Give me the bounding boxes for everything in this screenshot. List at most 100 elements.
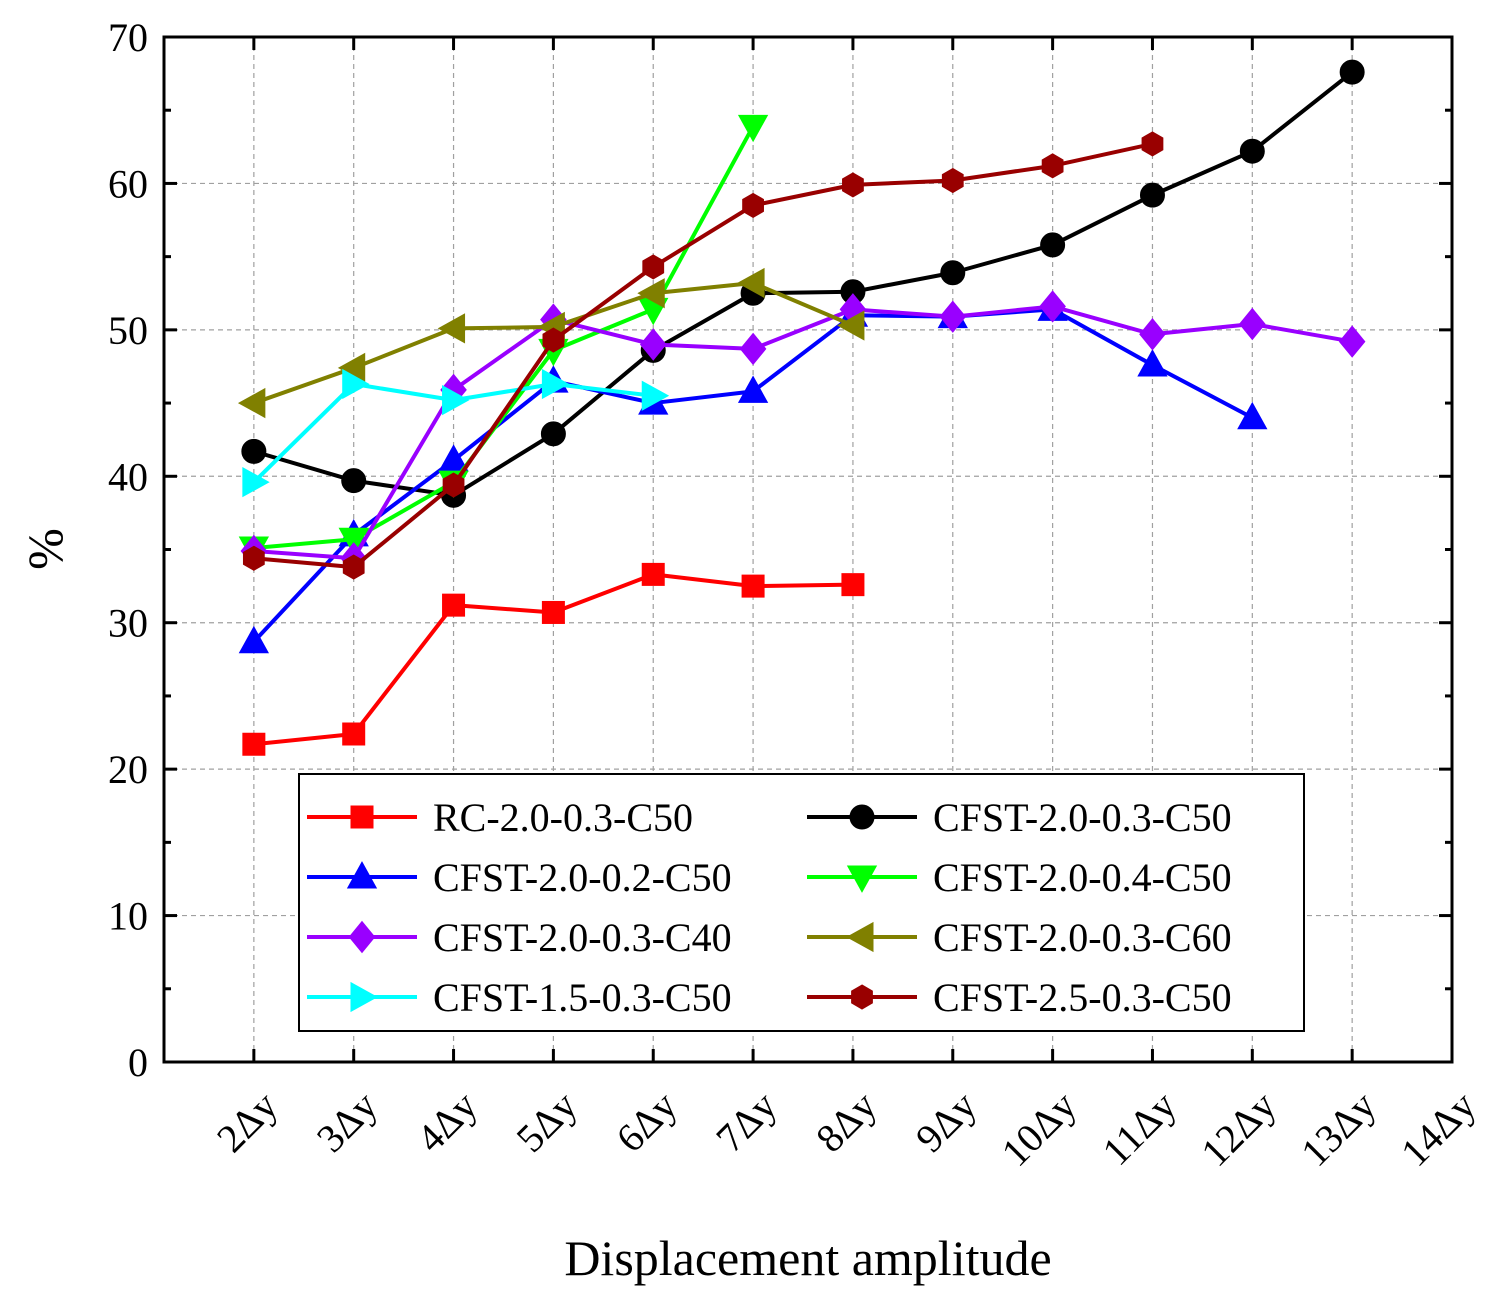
data-point <box>442 593 466 617</box>
legend-label: CFST-2.0-0.4-C50 <box>933 855 1232 900</box>
plot-series <box>237 59 1366 756</box>
data-point <box>1141 131 1164 157</box>
data-point <box>941 167 964 194</box>
data-point <box>242 545 265 571</box>
legend-item: RC-2.0-0.3-C50 <box>307 795 693 840</box>
data-point <box>350 805 374 829</box>
legend-label: CFST-2.0-0.3-C60 <box>933 915 1232 960</box>
x-tick-label: 6Δy <box>607 1083 685 1161</box>
data-point <box>851 984 873 1010</box>
legend-label: RC-2.0-0.3-C50 <box>433 795 693 840</box>
legend-label: CFST-1.5-0.3-C50 <box>433 975 732 1020</box>
data-point <box>540 421 566 447</box>
data-point <box>741 574 765 598</box>
data-point <box>639 328 667 361</box>
data-point <box>541 600 565 624</box>
data-point <box>237 387 266 419</box>
data-point <box>348 920 376 954</box>
y-tick-label: 50 <box>108 308 148 353</box>
data-point <box>541 368 570 400</box>
data-point <box>346 861 378 889</box>
data-point <box>846 865 878 893</box>
data-point <box>1139 318 1166 351</box>
data-point <box>641 562 665 586</box>
legend-label: CFST-2.5-0.3-C50 <box>933 975 1232 1020</box>
data-point <box>1039 290 1066 323</box>
data-point <box>940 260 966 286</box>
legend-item: CFST-2.0-0.3-C60 <box>807 915 1232 960</box>
x-tick-label: 12Δy <box>1192 1083 1284 1175</box>
data-point <box>338 527 369 556</box>
data-point <box>342 722 366 746</box>
data-point <box>842 172 864 198</box>
data-point <box>1040 232 1066 258</box>
data-point <box>1239 307 1266 341</box>
legend-item: CFST-2.0-0.4-C50 <box>807 855 1232 900</box>
x-tick-label: 3Δy <box>308 1083 386 1161</box>
series-CFST-2.0-0.3-C60 <box>237 267 865 419</box>
x-tick-label: 13Δy <box>1292 1083 1384 1175</box>
legend-item: CFST-2.0-0.3-C40 <box>307 915 732 960</box>
x-tick-label: 14Δy <box>1392 1083 1484 1175</box>
data-point <box>241 438 267 464</box>
data-point <box>442 384 470 416</box>
y-tick-label: 10 <box>108 894 148 939</box>
y-tick-label: 0 <box>128 1040 148 1085</box>
y-tick-label: 40 <box>108 454 148 499</box>
x-tick-label: 10Δy <box>993 1083 1085 1175</box>
data-point <box>837 310 865 341</box>
data-point <box>849 804 875 830</box>
data-point <box>1137 349 1168 377</box>
legend-item: CFST-2.0-0.3-C50 <box>807 795 1232 840</box>
legend-item: CFST-1.5-0.3-C50 <box>307 975 732 1020</box>
data-point <box>341 468 367 494</box>
data-point <box>939 300 967 333</box>
data-point <box>238 625 270 654</box>
data-point <box>739 332 767 366</box>
y-tick-label: 20 <box>108 747 148 792</box>
legend-item: CFST-2.5-0.3-C50 <box>807 975 1232 1020</box>
data-point <box>350 981 378 1013</box>
legend-label: CFST-2.0-0.2-C50 <box>433 855 732 900</box>
legend-box <box>298 773 1305 1032</box>
data-point <box>1237 401 1268 430</box>
x-axis-title: Displacement amplitude <box>564 1230 1051 1286</box>
series-CFST-1.5-0.3-C50 <box>242 368 670 498</box>
series-line <box>253 125 755 551</box>
series-CFST-2.0-0.4-C50 <box>238 114 769 564</box>
data-point <box>737 114 769 143</box>
data-point <box>641 380 670 411</box>
data-point <box>1041 153 1064 179</box>
x-tick-label: 8Δy <box>807 1083 885 1161</box>
data-point <box>742 192 764 218</box>
data-point <box>242 732 266 756</box>
legend-label: CFST-2.0-0.3-C50 <box>933 795 1232 840</box>
legend: RC-2.0-0.3-C50 CFST-2.0-0.3-C50 CFST-2.0-0… <box>298 773 1305 1032</box>
series-CFST-2.5-0.3-C50 <box>242 131 1164 580</box>
x-tick-label: 11Δy <box>1093 1083 1184 1174</box>
data-point <box>442 472 465 498</box>
series-RC-2.0-0.3-C50 <box>242 562 865 756</box>
series-line <box>253 70 1354 498</box>
data-point <box>642 254 665 280</box>
series-line <box>253 141 1153 570</box>
y-tick-label: 60 <box>108 161 148 206</box>
data-point <box>242 466 270 498</box>
data-point <box>342 554 365 580</box>
data-point <box>342 368 370 400</box>
data-point <box>846 921 874 953</box>
series-line <box>253 304 1353 561</box>
x-tick-label: 4Δy <box>408 1083 486 1161</box>
data-point <box>737 267 765 299</box>
y-tick-label: 30 <box>108 601 148 646</box>
y-tick-label: 70 <box>108 15 148 60</box>
data-point <box>1139 182 1165 208</box>
legend-item: CFST-2.0-0.2-C50 <box>307 855 732 900</box>
data-point <box>1339 59 1365 85</box>
x-tick-label: 7Δy <box>707 1083 785 1161</box>
x-tick-label: 9Δy <box>907 1083 985 1161</box>
data-point <box>637 278 665 309</box>
data-point <box>437 313 466 344</box>
data-point <box>737 375 769 403</box>
